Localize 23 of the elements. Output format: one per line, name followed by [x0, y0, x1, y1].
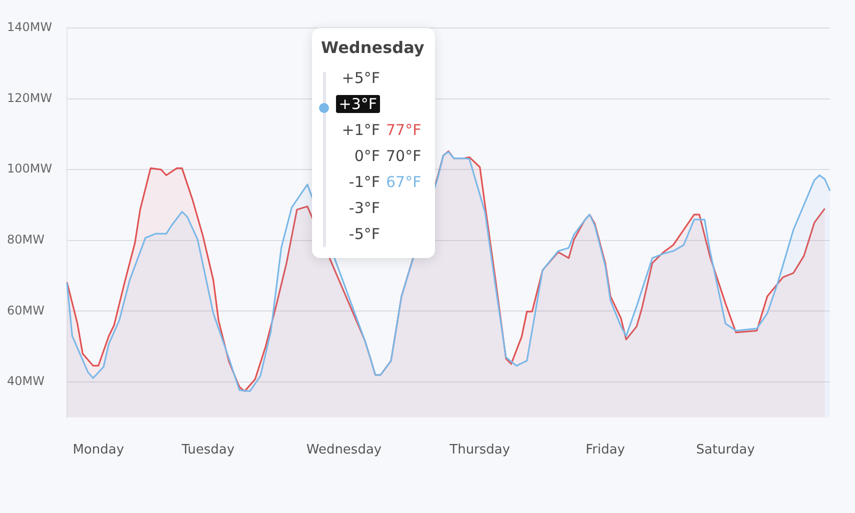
x-tick-label: Monday — [72, 442, 124, 458]
annotation: -3°F — [348, 199, 380, 217]
annotation: +1°F — [342, 121, 380, 139]
annotation: 67°F — [386, 173, 422, 191]
annotation: Wednesday — [321, 38, 424, 57]
annotation: +5°F — [342, 69, 380, 87]
annotation: +3°F — [336, 95, 380, 113]
x-tick-label: Saturday — [696, 442, 756, 458]
annotation: 0°F — [354, 147, 380, 165]
y-tick-label: 140MW — [7, 20, 52, 34]
annotation: 70°F — [386, 147, 422, 165]
annotation: -1°F — [348, 173, 380, 191]
annotation: 77°F — [386, 121, 422, 139]
y-tick-label: 80MW — [7, 232, 45, 247]
x-tick-label: Thursday — [448, 442, 510, 458]
y-tick-label: 100MW — [7, 162, 52, 176]
annotation: -5°F — [348, 225, 380, 243]
x-tick-label: Tuesday — [180, 442, 235, 458]
x-tick-label: Friday — [586, 442, 626, 458]
y-tick-label: 120MW — [7, 90, 52, 105]
y-tick-label: 40MW — [7, 374, 45, 388]
x-tick-label: Wednesday — [306, 442, 382, 458]
y-tick-label: 60MW — [7, 303, 45, 318]
